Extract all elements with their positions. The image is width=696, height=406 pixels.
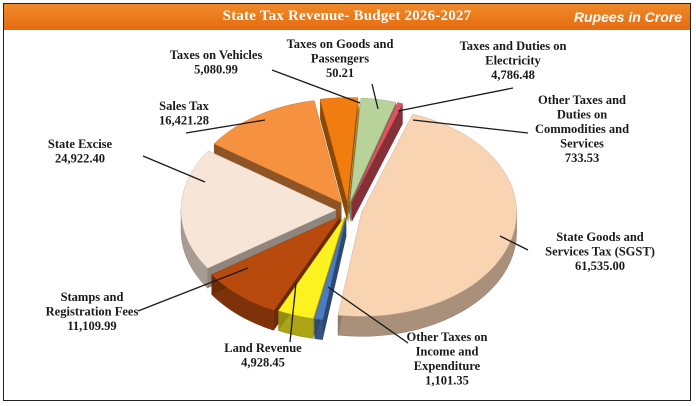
slice-label-line: Sales Tax [159,99,209,113]
unit-label: Rupees in Crore [573,9,682,25]
chart-header: State Tax Revenue- Budget 2026-2027 Rupe… [4,4,690,30]
slice-label-line: Taxes on Vehicles [170,48,263,62]
pie-slice [349,97,397,202]
leader-line [327,286,409,344]
slice-label-line: Services [560,137,604,151]
pie-slice [337,113,517,317]
leader-line [371,83,379,110]
slice-label-line: Services Tax (SGST) [545,245,655,259]
leader-line [397,87,514,112]
slice-label-line: Land Revenue [224,341,302,355]
slice-label: Taxes on Vehicles 5,080.99 [170,48,263,77]
pie-slice [211,215,341,311]
leader-line [271,69,361,104]
slice-value: 4,786.48 [491,68,535,82]
slice-label-line: State Goods and [556,230,644,244]
slice-labels: Taxes and Duties on Electricity 4,786.48Ot… [46,37,655,388]
pie-slice [314,216,347,320]
slice-label: State Goods and Services Tax (SGST) 61,535… [545,230,655,273]
slice-label: Land Revenue 4,928.45 [224,341,302,370]
slice-cut-face [351,103,403,223]
slice-value: 50.21 [326,66,354,80]
slice-label-line: Registration Fees [46,305,139,319]
slice-label: Other Taxes on Income and Expenditure 1,101… [406,330,487,388]
pie-slice [180,150,337,269]
slice-label-line: Expenditure [414,359,481,373]
slice-label-line: Income and [416,345,479,359]
slice-cut-face [320,99,348,222]
slice-label-line: Taxes on Goods and [287,37,394,51]
slice-label-line: State Excise [48,137,113,151]
slice-value: 1,101.35 [425,374,469,388]
leader-line [185,119,266,134]
slice-value: 733.53 [565,151,599,165]
pie-slice [319,97,359,202]
slice-label-line: Stamps and [61,290,124,304]
slice-value: 61,535.00 [575,259,625,273]
slice-label: Taxes on Goods and Passengers 50.21 [287,37,394,80]
slice-label-line: Passengers [311,52,369,66]
slice-label: Sales Tax 16,421.28 [159,99,210,128]
chart-title: State Tax Revenue- Budget 2026-2027 [222,8,472,24]
leader-lines [137,69,529,344]
slice-label: Stamps and Registration Fees 11,109.99 [46,290,139,333]
slice-label-line: Electricity [485,54,541,68]
leader-line [142,155,206,183]
slice-label-line: Other Taxes and [538,93,626,107]
slice-value: 24,922.40 [55,152,105,166]
pie-slice [351,102,404,203]
leader-line [499,235,529,251]
slice-label: Taxes and Duties on Electricity 4,786.48 [460,39,567,82]
slice-label-line: Duties on [557,108,607,122]
pie-slice [348,100,360,205]
leader-line [137,267,249,312]
slice-label-line: Other Taxes on [406,330,487,344]
slice-label-line: Taxes and Duties on [460,39,567,53]
leader-line [289,282,297,343]
slice-value: 4,928.45 [241,356,285,370]
slice-value: 16,421.28 [159,114,209,128]
slice-value: 5,080.99 [194,63,238,77]
slice-value: 11,109.99 [67,319,116,333]
leader-line [412,119,529,134]
pie-slice [213,100,342,204]
slice-label-line: Commodities and [535,122,629,136]
slice-label: State Excise 24,922.40 [48,137,113,166]
slice-label: Other Taxes and Duties on Commodities and S… [535,93,629,165]
